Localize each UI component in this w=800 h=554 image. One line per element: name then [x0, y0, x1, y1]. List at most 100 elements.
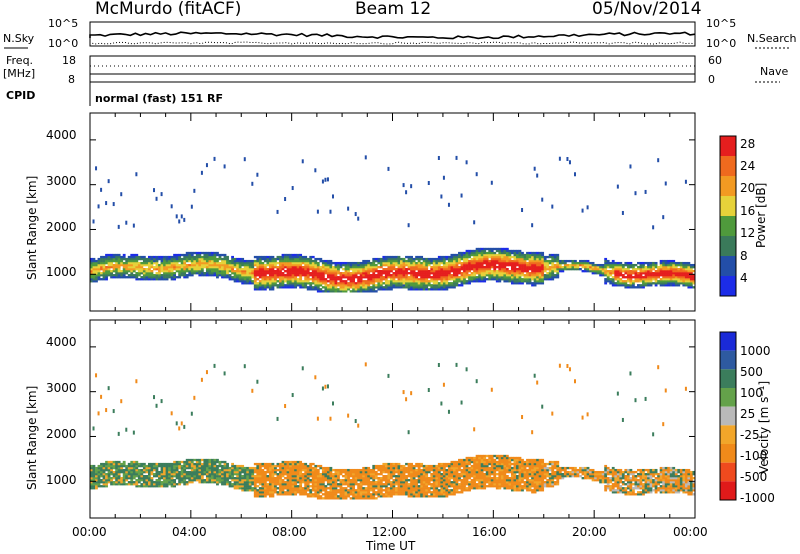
power-cell [523, 261, 527, 265]
power-cb-tick: 4 [740, 271, 748, 285]
power-cell [349, 282, 353, 285]
power-cell [117, 276, 121, 279]
power-cell [533, 272, 537, 275]
velocity-cell [321, 489, 325, 492]
power-cell [513, 278, 517, 281]
power-cell [679, 280, 683, 283]
power-cell [125, 263, 129, 267]
power-cell [518, 280, 522, 283]
power-cell [551, 255, 555, 259]
power-cell [397, 282, 401, 285]
velocity-cell [238, 472, 242, 476]
velocity-cell [92, 472, 96, 476]
velocity-cell [183, 460, 187, 464]
velocity-cell [296, 466, 300, 470]
velocity-cell [357, 423, 360, 428]
power-cell [541, 282, 545, 285]
power-cell [140, 272, 144, 275]
power-cell [95, 166, 98, 171]
power-cell [405, 278, 408, 281]
velocity-cell [314, 483, 318, 486]
power-cell [132, 261, 136, 265]
velocity-cell [324, 487, 328, 490]
velocity-cell [309, 491, 313, 494]
power-cell [500, 259, 504, 263]
power-cell [510, 255, 514, 259]
power-cell [397, 255, 401, 259]
power-cell [263, 280, 267, 283]
power-cell [168, 265, 171, 269]
velocity-cell [417, 485, 421, 488]
velocity-cell [374, 485, 378, 488]
power-cell [127, 257, 131, 261]
velocity-cell [334, 493, 338, 496]
velocity-cell [402, 487, 406, 490]
power-cell [402, 278, 406, 281]
power-cell [510, 274, 514, 277]
velocity-cell [342, 475, 345, 478]
velocity-cell [279, 481, 282, 484]
velocity-cell [281, 487, 285, 490]
power-cell [294, 276, 298, 279]
velocity-cell [90, 479, 93, 482]
power-cell [604, 259, 608, 263]
power-cell [437, 288, 441, 291]
power-cell [364, 263, 368, 267]
velocity-cell [253, 483, 257, 486]
power-cell [541, 197, 544, 202]
power-cell [551, 265, 555, 269]
velocity-cell [294, 477, 298, 480]
velocity-cell [314, 477, 318, 480]
power-cell [117, 274, 121, 277]
power-cell [432, 265, 436, 269]
power-cell [97, 261, 101, 265]
power-cell [352, 265, 355, 269]
power-cell [304, 259, 308, 263]
velocity-cell [316, 477, 320, 480]
power-cell [221, 274, 224, 277]
power-cell [279, 265, 282, 269]
power-cell [498, 253, 502, 257]
power-cell [644, 278, 648, 281]
power-cell [147, 278, 151, 281]
power-cell [447, 268, 451, 271]
velocity-cell [364, 470, 368, 474]
velocity-cell [125, 483, 129, 486]
velocity-cell [253, 491, 257, 494]
power-cell [543, 270, 547, 273]
power-cell [644, 272, 648, 275]
velocity-cell [112, 477, 116, 480]
power-cell [198, 255, 202, 259]
power-cell [314, 259, 318, 263]
power-cell [127, 265, 131, 269]
velocity-cell [407, 472, 411, 476]
velocity-cell [347, 483, 350, 486]
velocity-cell [271, 470, 275, 474]
power-cell [384, 280, 388, 283]
power-cell [153, 268, 156, 271]
power-cell [584, 261, 587, 265]
power-cell [669, 270, 673, 273]
velocity-cell [334, 497, 338, 500]
power-cell [279, 261, 282, 265]
power-cell [369, 270, 373, 273]
power-cell [311, 272, 315, 275]
power-cell [687, 282, 691, 285]
power-cell [316, 270, 320, 273]
velocity-cell [309, 470, 313, 474]
velocity-cell [216, 458, 219, 462]
velocity-cell [374, 475, 378, 478]
power-cell [153, 259, 156, 263]
power-cell [382, 276, 386, 279]
power-cell [626, 263, 630, 267]
power-cell [316, 284, 320, 287]
power-cell [115, 263, 119, 267]
power-cell [616, 261, 620, 265]
power-cell [384, 270, 388, 273]
velocity-cell [359, 477, 363, 480]
power-cell [195, 265, 199, 269]
power-cell [90, 263, 93, 267]
power-cell [352, 280, 355, 283]
power-cell [311, 265, 315, 269]
velocity-cell [193, 466, 197, 470]
